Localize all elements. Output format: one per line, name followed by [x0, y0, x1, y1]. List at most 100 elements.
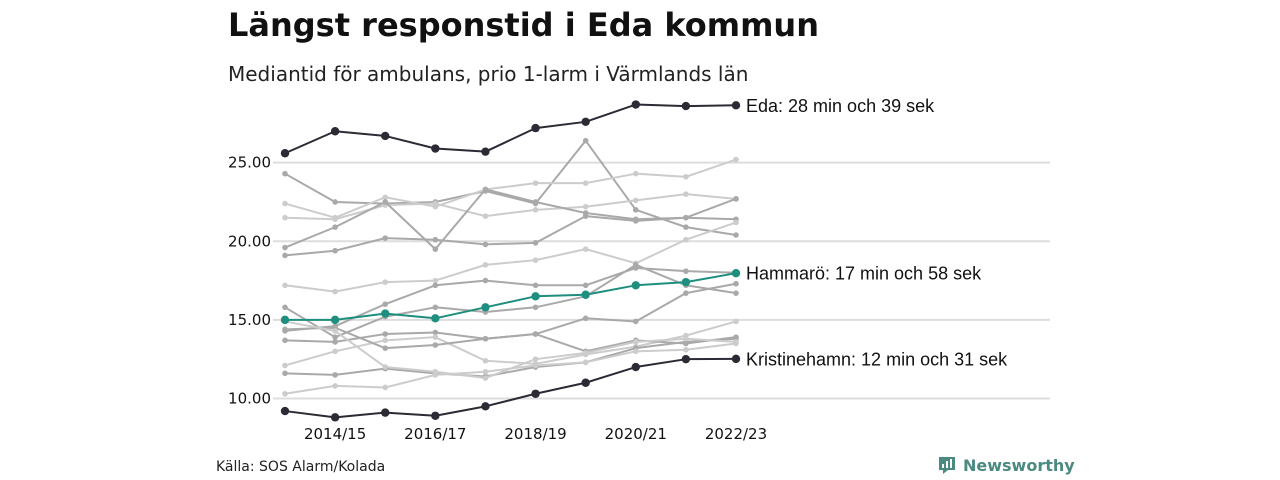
highlighted-series-point: [681, 101, 691, 111]
background-series-point: [683, 268, 689, 274]
background-series-point: [432, 277, 439, 284]
background-series-point: [733, 219, 739, 226]
background-series-line: [284, 320, 737, 380]
highlighted-series-point: [381, 131, 390, 141]
highlighted-series-point: [481, 303, 490, 312]
background-series-point: [582, 350, 589, 356]
highlighted-series-point: [631, 281, 640, 290]
highlighted-series-point: [431, 314, 440, 323]
background-series-point: [683, 290, 689, 296]
y-tick-label: 15.00: [228, 311, 271, 329]
background-series-point: [282, 337, 288, 344]
background-series-point: [582, 137, 589, 144]
background-series-point: [632, 218, 639, 224]
x-tick-label: 2018/19: [504, 425, 566, 443]
newsworthy-logo-icon: [939, 457, 955, 474]
series-end-label: Hammarö: 17 min och 58 sek: [746, 264, 982, 284]
background-series-point: [733, 156, 739, 163]
background-series-point: [282, 390, 288, 397]
background-series: [282, 156, 739, 221]
background-series-point: [632, 348, 639, 355]
background-series-point: [532, 331, 539, 337]
background-series-line: [284, 263, 737, 339]
highlighted-series-point: [381, 309, 390, 318]
background-series-point: [582, 315, 589, 322]
background-series-point: [582, 246, 589, 252]
background-series-line: [284, 267, 737, 332]
background-series-point: [282, 362, 288, 369]
highlighted-series-point: [431, 411, 440, 420]
highlighted-series-point: [431, 144, 440, 153]
background-series-point: [733, 232, 739, 238]
background-series-point: [683, 191, 689, 197]
highlighted-series-point: [581, 117, 590, 127]
background-series-point: [432, 329, 439, 336]
background-series-point: [482, 368, 489, 375]
highlighted-series-point: [631, 362, 640, 372]
x-axis-ticks: 2014/15 2016/17 2018/19 2020/21 2022/23: [304, 425, 767, 443]
background-series-point: [332, 247, 338, 254]
highlighted-series: Eda: 28 min och 39 sek Hammarö: 17 min oc…: [280, 96, 1008, 422]
background-series-point: [282, 252, 288, 259]
series-end-label: Eda: 28 min och 39 sek: [746, 96, 935, 116]
highlighted-series-point: [581, 378, 590, 387]
background-series-point: [382, 279, 389, 285]
background-series: [282, 318, 739, 381]
chart-subtitle: Mediantid för ambulans, prio 1-larm i Vä…: [228, 62, 749, 86]
background-series-point: [683, 335, 689, 342]
background-series-point: [382, 337, 389, 344]
background-series-point: [382, 199, 389, 205]
background-series: [282, 265, 739, 334]
background-series-point: [332, 383, 338, 389]
highlighted-series-point: [330, 315, 340, 325]
x-tick-label: 2014/15: [304, 425, 366, 443]
highlighted-series: Eda: 28 min och 39 sek: [280, 96, 935, 158]
background-series-point: [432, 334, 439, 340]
highlighted-series-point: [731, 354, 741, 364]
background-series-line: [284, 215, 737, 257]
background-series: [282, 219, 739, 295]
background-series-point: [683, 214, 689, 221]
background-series: [282, 213, 739, 259]
background-series: [282, 262, 739, 340]
background-series-point: [332, 224, 338, 230]
background-series-point: [632, 262, 639, 268]
background-series-point: [683, 236, 689, 243]
background-series-point: [582, 203, 589, 210]
background-series-point: [683, 174, 689, 180]
background-series-point: [432, 282, 439, 289]
background-series-point: [282, 326, 288, 333]
background-series-point: [382, 331, 389, 337]
background-series-point: [632, 207, 639, 213]
background-series-point: [632, 197, 639, 204]
highlighted-series-point: [280, 406, 290, 416]
background-series-point: [432, 342, 439, 348]
background-series-point: [282, 282, 288, 289]
background-series-line: [284, 326, 737, 353]
background-series-point: [382, 364, 389, 370]
background-series-point: [532, 282, 539, 289]
highlighted-series-point: [681, 277, 691, 287]
background-series-point: [382, 301, 389, 307]
background-series-point: [482, 357, 489, 364]
y-tick-label: 25.00: [228, 154, 271, 172]
background-series-point: [282, 244, 288, 251]
highlighted-series-point: [481, 402, 490, 411]
chart-title: Längst responstid i Eda kommun: [228, 6, 819, 44]
background-series-point: [482, 262, 489, 268]
background-series-point: [332, 334, 338, 340]
background-series-point: [332, 199, 338, 205]
x-tick-label: 2016/17: [404, 425, 466, 443]
background-series-point: [332, 288, 338, 295]
background-series-point: [432, 304, 439, 311]
highlighted-series-point: [531, 292, 540, 301]
background-series-point: [683, 346, 689, 353]
highlighted-series-point: [531, 389, 540, 398]
background-series: [282, 137, 739, 238]
background-series-point: [432, 246, 439, 252]
background-series-point: [582, 213, 589, 219]
brand-logo: Newsworthy: [937, 455, 1075, 475]
x-tick-label: 2022/23: [705, 425, 767, 443]
x-tick-label: 2020/21: [605, 425, 667, 443]
highlighted-series-point: [731, 101, 741, 110]
